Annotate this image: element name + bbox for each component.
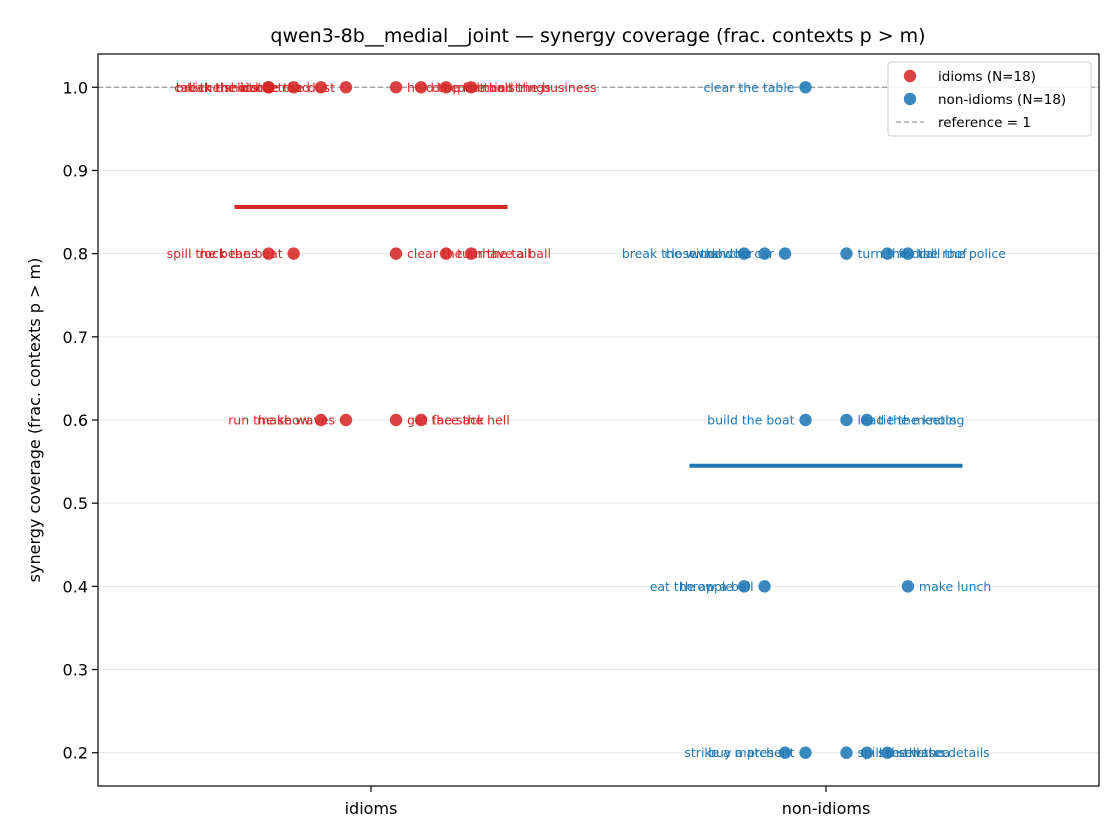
data-point (464, 247, 478, 260)
data-point (389, 413, 403, 427)
data-point (840, 413, 853, 427)
point-label: eat the apple (650, 579, 734, 594)
data-point (439, 81, 453, 94)
data-point (881, 746, 894, 759)
axes: 0.2 0.3 0.4 0.5 0.6 0.7 0.8 0.9 1.0 idioms non-idi… (63, 78, 871, 818)
data-point (901, 580, 915, 593)
point-label: rock the boat (199, 246, 282, 261)
point-label: kick the bucket (187, 80, 282, 95)
data-point (414, 413, 428, 427)
data-point (439, 247, 453, 260)
data-point (758, 580, 771, 593)
point-label: hit the road (237, 80, 310, 95)
legend-box (887, 61, 1092, 137)
data-point (778, 247, 792, 260)
y-axis-title: synergy coverage (frac. contexts p > m) (25, 258, 44, 583)
point-label: run the show (228, 413, 310, 428)
data-point (799, 746, 812, 759)
chart-title: qwen3-8b__medial__joint — synergy covera… (270, 25, 925, 47)
point-label: face the hell (432, 413, 510, 428)
data-point (262, 247, 275, 260)
point-label: fix the roof (898, 246, 967, 261)
point-label: mind the business (482, 80, 596, 95)
point-label: sell the details (898, 745, 989, 760)
legend-marker (903, 92, 917, 106)
point-label: call the police (919, 246, 1006, 261)
y-tick-label: 0.6 (63, 411, 88, 430)
point-label: see the sea (878, 745, 950, 760)
data-point (464, 81, 478, 94)
data-point (287, 247, 300, 260)
data-point (860, 413, 874, 427)
legend-marker (903, 69, 917, 83)
data-point (778, 746, 792, 759)
point-label: turn the dial (857, 246, 934, 261)
point-label: clear the table (704, 80, 795, 95)
point-label: have a ball (482, 246, 551, 261)
point-label: build the boat (707, 413, 794, 428)
point-label: clear the air (407, 246, 483, 261)
point-label: lead the meeting (857, 413, 964, 428)
x-tick-label: non-idioms (782, 799, 871, 818)
point-label: call the shots (174, 80, 257, 95)
y-tick-label: 0.2 (63, 744, 88, 763)
data-point (758, 247, 771, 260)
y-tick-label: 1.0 (63, 78, 88, 97)
data-point (799, 413, 812, 427)
point-label: spill the water (857, 745, 947, 760)
y-tick-label: 0.4 (63, 577, 88, 596)
data-point (881, 247, 894, 260)
y-tick-label: 0.9 (63, 161, 88, 180)
point-label: spill the beans (167, 246, 258, 261)
point-label: buy a present (708, 745, 794, 760)
data-point (389, 81, 403, 94)
point-label: make lunch (919, 579, 991, 594)
point-label: get the sack (407, 413, 485, 428)
data-point (314, 413, 328, 427)
data-point (799, 81, 812, 94)
y-tick-label: 0.7 (63, 328, 88, 347)
point-label: close the door (665, 246, 755, 261)
data-point (901, 247, 915, 260)
mean-bars (234, 205, 963, 468)
data-point (262, 81, 275, 94)
point-label: pull the strings (457, 80, 551, 95)
data-point (860, 746, 874, 759)
data-points (262, 81, 915, 759)
data-point (737, 580, 751, 593)
y-tick-label: 0.3 (63, 661, 88, 680)
data-point (840, 247, 853, 260)
point-label: break the window (622, 246, 733, 261)
data-point (414, 81, 428, 94)
data-point (339, 81, 353, 94)
point-label: wash the car (694, 246, 775, 261)
y-tick-label: 0.5 (63, 494, 88, 513)
legend-label: idioms (N=18) (938, 69, 1036, 85)
point-label: drop the ball (432, 80, 511, 95)
x-tick-label: idioms (345, 799, 398, 818)
point-label: tie the knots (878, 413, 957, 428)
point-label: strike a match (684, 745, 774, 760)
data-point (737, 247, 751, 260)
point-label: throw a ball (680, 579, 754, 594)
data-point (314, 81, 328, 94)
point-label: turn the tail (457, 246, 531, 261)
y-tick-label: 0.8 (63, 245, 88, 264)
point-label: break the ice (176, 80, 258, 95)
data-point (287, 81, 300, 94)
point-label: bite the dust (255, 80, 335, 95)
point-label: make waves (257, 413, 335, 428)
point-label: hold the fort (407, 80, 485, 95)
legend: idioms (N=18) non-idioms (N=18) reference … (887, 61, 1092, 137)
legend-label: non-idioms (N=18) (938, 92, 1066, 108)
data-point (389, 247, 403, 260)
data-point (840, 746, 853, 759)
data-point (339, 413, 353, 427)
legend-reference-label: reference = 1 (938, 115, 1031, 131)
